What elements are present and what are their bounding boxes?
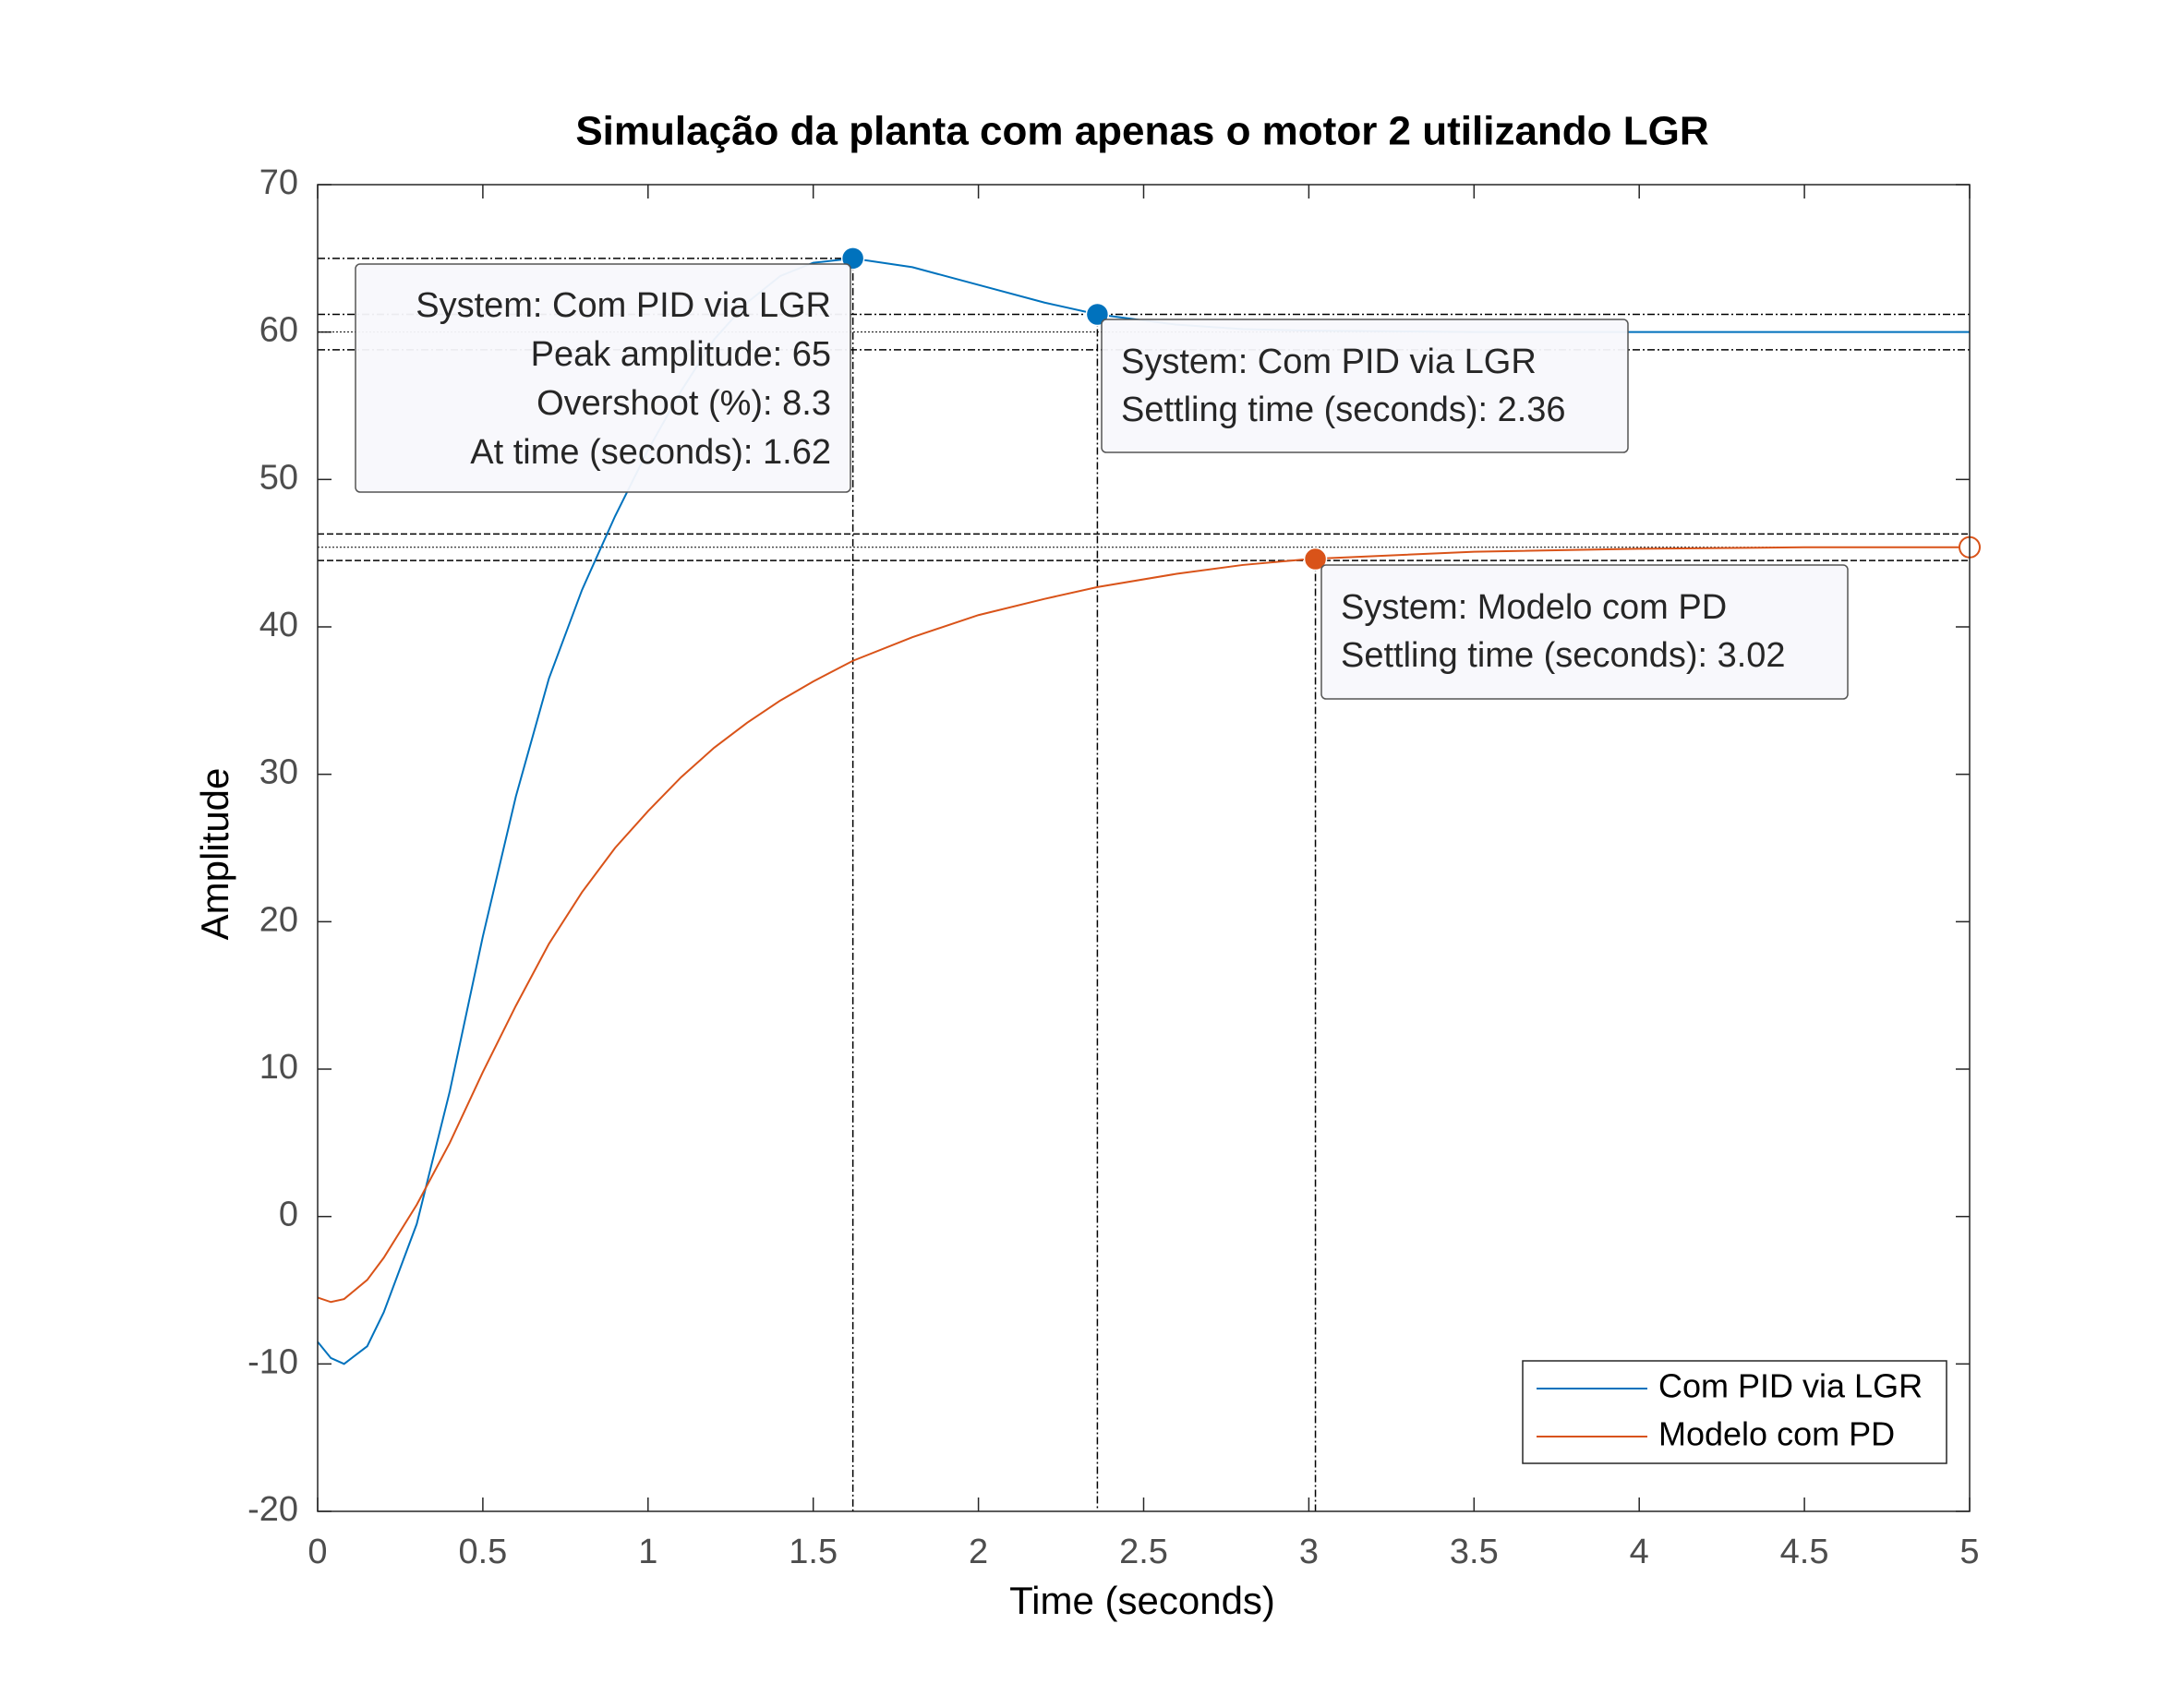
y-tick-label: -20 (247, 1490, 298, 1529)
y-tick-label: -10 (247, 1342, 298, 1381)
legend-label: Com PID via LGR (1658, 1367, 1923, 1405)
axes-frame (317, 184, 1971, 1512)
datatip-text: System: Com PID via LGR (416, 286, 831, 325)
datatip-text: System: Modelo com PD (1341, 588, 1727, 627)
legend-label: Modelo com PD (1658, 1415, 1895, 1453)
x-tick-label: 1.5 (789, 1533, 838, 1571)
x-tick-label: 5 (1959, 1533, 1979, 1571)
datatip-text: Overshoot (%): 8.3 (536, 384, 831, 423)
series-line (317, 546, 1970, 1304)
datatip-text: At time (seconds): 1.62 (470, 433, 831, 472)
y-tick-label: 30 (259, 753, 298, 792)
datatip-text: System: Com PID via LGR (1121, 343, 1537, 381)
x-tick-label: 3 (1299, 1533, 1319, 1571)
x-tick-label: 3.5 (1450, 1533, 1499, 1571)
y-tick-label: 50 (259, 458, 298, 497)
y-tick-label: 20 (259, 900, 298, 939)
datatip-box (1101, 319, 1629, 453)
y-tick-label: 60 (259, 311, 298, 350)
x-tick-label: 2 (969, 1533, 988, 1571)
datatip-box (355, 263, 851, 493)
datatip-text: Settling time (seconds): 2.36 (1121, 391, 1566, 429)
y-tick-label: 0 (279, 1196, 298, 1234)
datatip-text: Settling time (seconds): 3.02 (1341, 636, 1786, 675)
legend-box (1522, 1360, 1947, 1464)
x-tick-label: 4 (1630, 1533, 1649, 1571)
y-tick-label: 70 (259, 163, 298, 202)
x-tick-label: 1 (638, 1533, 657, 1571)
datatip-text: Peak amplitude: 65 (531, 335, 831, 374)
y-tick-label: 10 (259, 1048, 298, 1087)
x-tick-label: 0 (307, 1533, 327, 1571)
x-tick-label: 2.5 (1119, 1533, 1168, 1571)
datatip-box (1320, 564, 1849, 700)
x-tick-label: 0.5 (458, 1533, 507, 1571)
y-axis-label: Amplitude (193, 768, 236, 941)
x-axis-label: Time (seconds) (1009, 1579, 1275, 1622)
datatip-marker (1303, 547, 1328, 571)
y-tick-label: 40 (259, 606, 298, 644)
x-tick-label: 4.5 (1780, 1533, 1829, 1571)
chart-title: Simulação da planta com apenas o motor 2… (575, 109, 1708, 154)
